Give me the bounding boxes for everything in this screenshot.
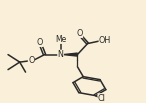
Text: Me: Me <box>55 35 66 44</box>
Text: N: N <box>58 50 64 59</box>
Text: O: O <box>28 56 35 65</box>
Text: OH: OH <box>99 36 111 45</box>
Text: O: O <box>76 29 83 38</box>
Text: Cl: Cl <box>98 94 106 103</box>
Polygon shape <box>63 53 77 56</box>
Text: O: O <box>37 38 43 47</box>
